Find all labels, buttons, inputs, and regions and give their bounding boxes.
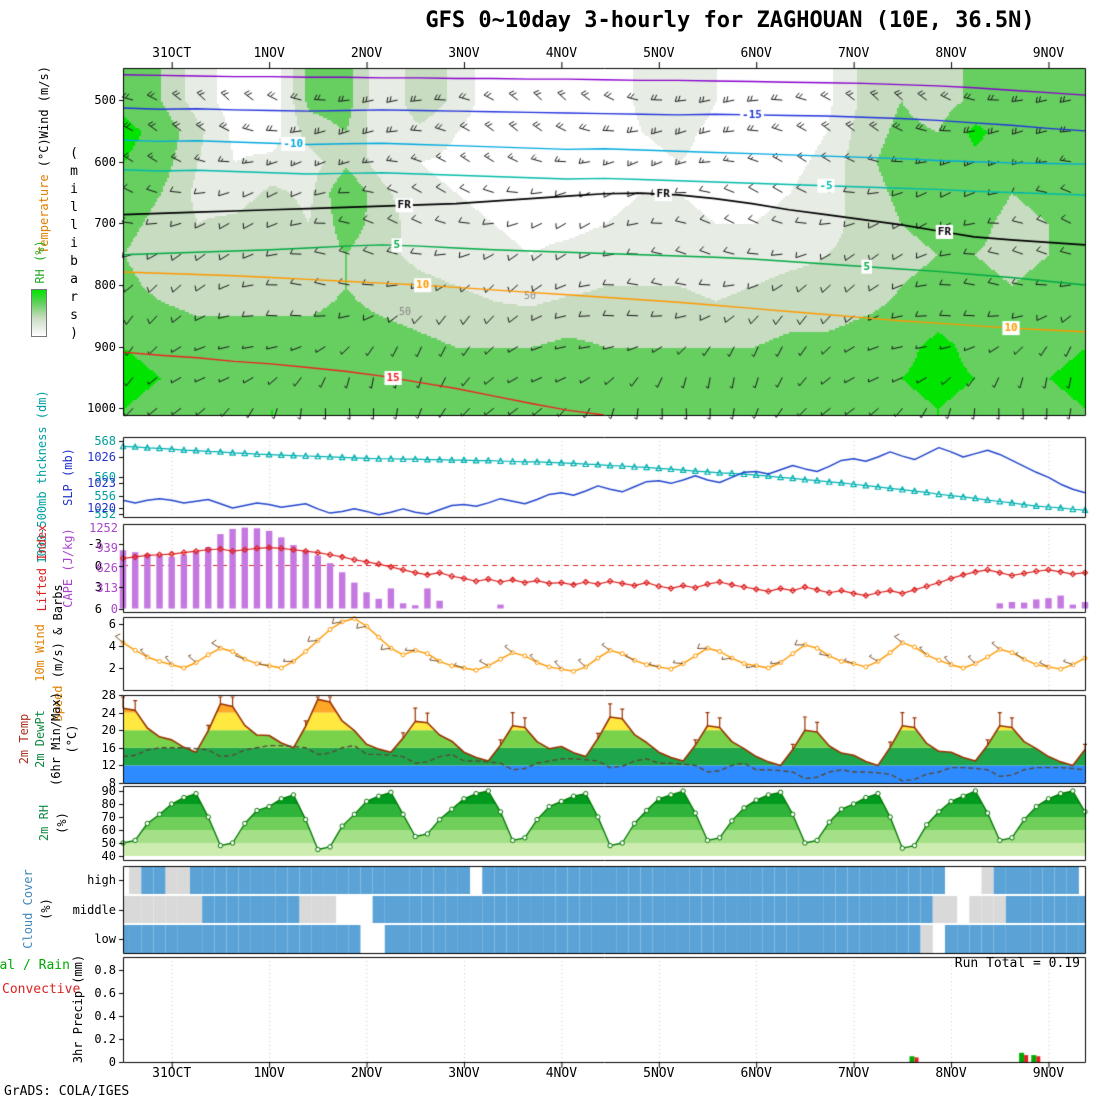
x-axis-label-bottom: 4NOV bbox=[545, 1066, 578, 1081]
x-axis-label-top: 31OCT bbox=[152, 46, 192, 61]
y-tick-pressure: 600 bbox=[94, 154, 116, 169]
x-axis-label-top: 5NOV bbox=[643, 46, 675, 61]
credit: GrADS: COLA/IGES bbox=[4, 1084, 130, 1099]
y-tick-temp: 28 bbox=[101, 688, 116, 702]
cloud-row-label: high bbox=[87, 873, 116, 887]
y-tick-wind: 2 bbox=[108, 661, 116, 675]
y-tick-precip: 0.6 bbox=[94, 986, 116, 1000]
y-tick-precip: 0 bbox=[108, 1055, 116, 1069]
x-axis-label-bottom: 9NOV bbox=[1032, 1066, 1065, 1081]
y-tick-pressure: 1000 bbox=[87, 401, 116, 416]
y-tick-rh: 50 bbox=[101, 836, 116, 850]
y-tick-cape: 0 bbox=[110, 601, 118, 616]
y-tick-temp: 12 bbox=[101, 758, 116, 773]
y-tick-li: 6 bbox=[94, 601, 102, 616]
y-tick-rh: 60 bbox=[101, 823, 116, 837]
y-tick-pressure: 500 bbox=[94, 93, 116, 108]
y-tick-rh: 80 bbox=[101, 797, 116, 811]
x-axis-label-bottom: 5NOV bbox=[643, 1066, 675, 1081]
y-tick-cape: 1252 bbox=[89, 520, 118, 535]
axis-label-rh: RH (%) bbox=[33, 240, 47, 284]
y-tick-temp: 24 bbox=[101, 705, 116, 720]
y-tick-pressure: 700 bbox=[94, 216, 116, 231]
x-axis-label-top: 9NOV bbox=[1032, 46, 1065, 61]
y-tick-slp: 1023 bbox=[87, 475, 116, 490]
x-axis-label-top: 4NOV bbox=[545, 46, 578, 61]
legend-convective: Convective bbox=[2, 982, 81, 997]
y-tick-thickness: 552 bbox=[94, 506, 116, 521]
rh-colorbar bbox=[31, 289, 47, 337]
y-tick-slp: 1026 bbox=[87, 450, 116, 464]
y-tick-wind: 6 bbox=[108, 617, 116, 631]
x-axis-label-top: 3NOV bbox=[448, 46, 480, 61]
y-tick-li: 3 bbox=[94, 580, 102, 594]
cloud-row-label: low bbox=[94, 932, 116, 946]
x-axis-label-bottom: 7NOV bbox=[837, 1066, 870, 1081]
cloud-row-label: middle bbox=[72, 902, 116, 917]
x-axis-label-bottom: 6NOV bbox=[740, 1066, 772, 1081]
y-tick-rh: 90 bbox=[101, 784, 116, 798]
y-tick-thickness: 560 bbox=[94, 470, 116, 485]
y-tick-wind: 4 bbox=[108, 639, 116, 653]
y-tick-cape: 626 bbox=[96, 561, 118, 575]
axis-label-2m-dewpt: 2m DewPt bbox=[33, 710, 47, 768]
axis-label-wind-units: (°C)Wind (m/s) bbox=[37, 66, 51, 168]
y-tick-rh: 40 bbox=[101, 849, 116, 863]
x-axis-label-bottom: 31OCT bbox=[152, 1066, 192, 1081]
y-tick-thickness: 556 bbox=[94, 488, 116, 503]
x-axis-label-top: 8NOV bbox=[935, 46, 967, 61]
page-title: GFS 0~10day 3-hourly for ZAGHOUAN (10E, … bbox=[425, 8, 1035, 33]
y-tick-pressure: 900 bbox=[94, 339, 116, 354]
axis-label-10m-wind: 10m Wind bbox=[33, 624, 47, 682]
y-tick-rh: 70 bbox=[101, 810, 116, 824]
axis-label-millibars: (millibars) bbox=[66, 146, 82, 344]
run-total: Run Total = 0.19 bbox=[954, 956, 1080, 971]
axis-label-cloud-cover: Cloud Cover bbox=[21, 869, 35, 949]
x-axis-label-bottom: 2NOV bbox=[350, 1066, 383, 1081]
x-axis-label-bottom: 8NOV bbox=[935, 1066, 967, 1081]
x-axis-label-top: 6NOV bbox=[740, 46, 772, 61]
x-axis-label-top: 2NOV bbox=[350, 46, 383, 61]
y-tick-temp: 20 bbox=[101, 723, 116, 738]
x-axis-label-top: 1NOV bbox=[253, 46, 285, 61]
y-tick-cape: 313 bbox=[96, 581, 118, 596]
axis-label-2m-temp: 2m Temp bbox=[17, 713, 31, 765]
y-tick-cape: 939 bbox=[96, 540, 118, 555]
y-tick-precip: 0.2 bbox=[94, 1032, 116, 1046]
y-tick-slp: 1020 bbox=[87, 501, 116, 515]
y-tick-thickness: 568 bbox=[94, 434, 116, 448]
x-axis-label-bottom: 1NOV bbox=[253, 1066, 285, 1081]
y-tick-li: -3 bbox=[87, 537, 102, 551]
x-axis-label-top: 7NOV bbox=[837, 46, 870, 61]
y-tick-pressure: 800 bbox=[94, 277, 116, 292]
y-tick-precip: 0.8 bbox=[94, 963, 116, 977]
y-tick-temp: 8 bbox=[108, 776, 116, 790]
y-tick-precip: 0.4 bbox=[94, 1009, 116, 1023]
x-axis-label-bottom: 3NOV bbox=[448, 1066, 480, 1081]
y-tick-li: 0 bbox=[94, 558, 102, 573]
y-tick-temp: 16 bbox=[101, 740, 116, 755]
legend-total-rain: Total / Rain bbox=[0, 958, 70, 973]
